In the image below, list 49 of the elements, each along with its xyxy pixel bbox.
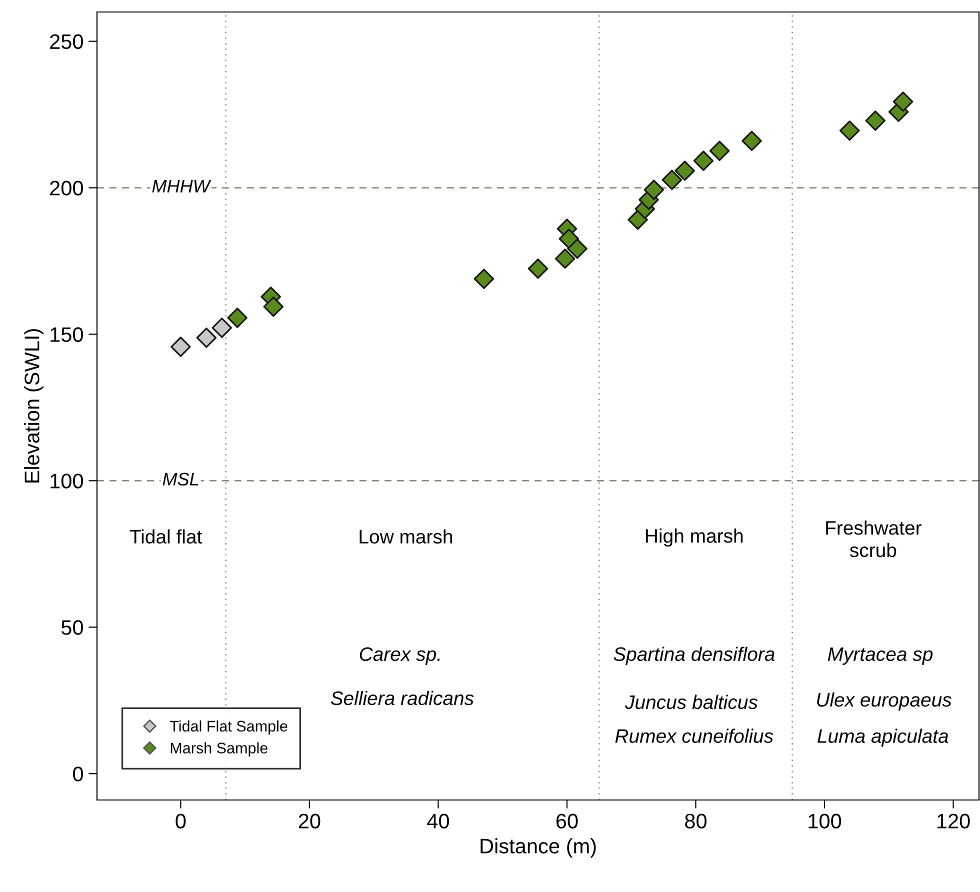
annotation: Ulex europaeus — [817, 692, 952, 711]
annotation: Luma apiculata — [818, 728, 948, 747]
point — [528, 258, 548, 279]
point — [474, 268, 494, 290]
point — [644, 180, 664, 200]
annotation: Tidal flat — [130, 529, 202, 544]
y-tick-label: 100 — [50, 474, 83, 488]
annotation: Rumex cuneifolius — [615, 728, 774, 743]
point — [170, 336, 191, 357]
y-tick-label: 250 — [50, 34, 83, 50]
point — [227, 308, 248, 328]
annotation: High marsh — [646, 528, 743, 547]
point — [196, 328, 217, 348]
point — [567, 238, 588, 259]
point — [709, 140, 730, 162]
y-tick-label: 0 — [73, 766, 83, 782]
annotation: Selliera radicans — [330, 690, 474, 706]
point — [693, 150, 714, 171]
point — [892, 91, 914, 112]
point — [662, 170, 682, 190]
point — [554, 248, 576, 269]
x-tick-label: 80 — [685, 814, 707, 828]
annotation: Freshwater scrub — [826, 520, 922, 558]
x-axis-title: Distance (m) — [480, 838, 596, 858]
point — [865, 110, 886, 131]
y-tick-label: 200 — [50, 180, 83, 196]
x-tick-label: 120 — [937, 814, 970, 828]
ref-line-label: MHHW — [152, 180, 212, 192]
y-tick-label: 150 — [50, 327, 83, 342]
annotation: Juncus balticus — [624, 694, 758, 710]
y-axis-title: Elevation (SWLI) — [24, 329, 44, 482]
annotation: Low marsh — [360, 529, 452, 544]
annotation: Carex sp. — [360, 647, 440, 665]
legend-label: Tidal Flat Sample — [170, 720, 288, 735]
y-tick-label: 50 — [61, 620, 83, 635]
point — [212, 318, 232, 338]
point — [742, 130, 762, 152]
legend-label: Marsh Sample — [170, 742, 268, 756]
x-tick-label: 0 — [176, 814, 186, 828]
x-tick-label: 100 — [808, 814, 842, 828]
x-tick-label: 20 — [298, 814, 320, 828]
point — [839, 120, 860, 141]
point — [674, 160, 695, 181]
annotation: Myrtacea sp — [828, 647, 933, 665]
annotation: Spartina densiflora — [614, 646, 775, 665]
point — [263, 296, 284, 317]
x-tick-label: 40 — [427, 814, 449, 828]
x-tick-label: 60 — [556, 814, 578, 828]
ref-line-label: MSL — [162, 472, 198, 486]
